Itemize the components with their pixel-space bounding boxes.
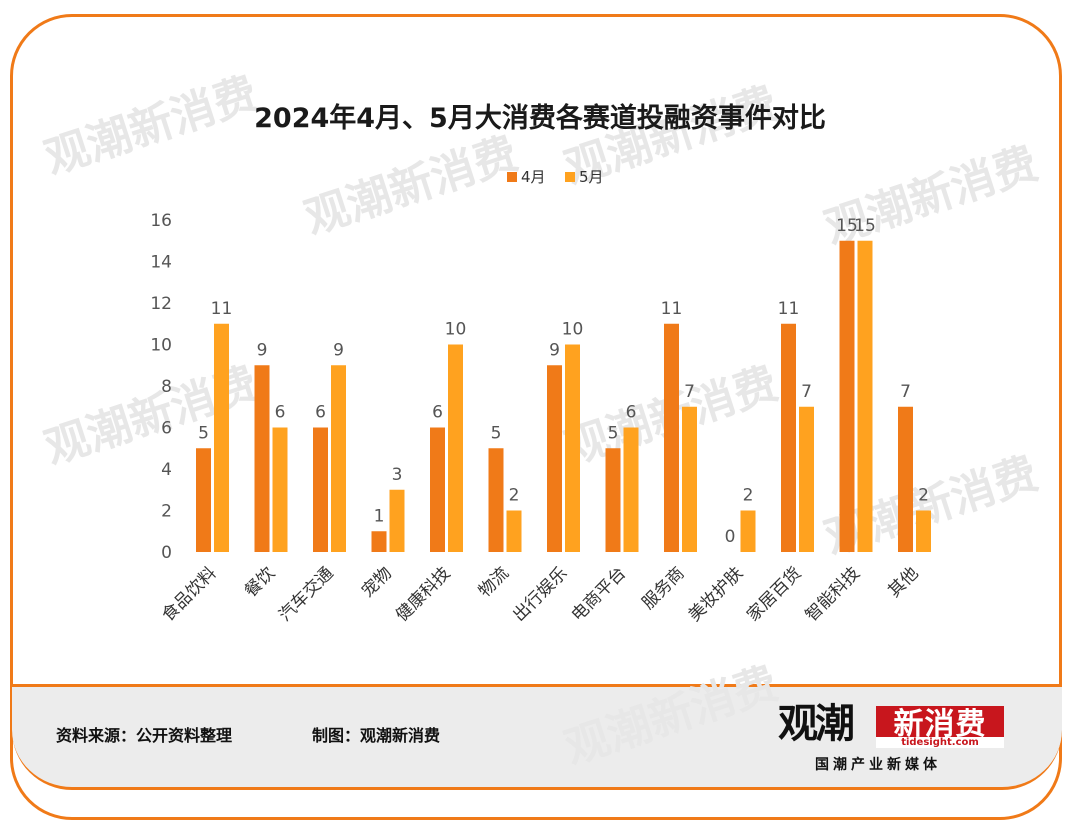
credit-note: 制图：观潮新消费 [312,726,441,745]
bar [839,240,855,552]
x-tick-label: 食品饮料 [158,563,220,625]
x-tick-label: 健康科技 [392,563,454,625]
bar [898,406,913,552]
logo-name-left: 观潮 [778,701,855,747]
data-label: 6 [275,403,286,423]
data-label: 3 [392,465,403,485]
bar [272,427,288,552]
data-label: 10 [445,320,467,340]
bar [799,406,814,552]
data-label: 6 [626,403,637,423]
y-tick-label: 14 [150,253,172,273]
bar [313,427,328,552]
data-label: 15 [854,216,876,236]
x-tick-label: 宠物 [358,563,396,601]
bar [664,323,679,552]
data-label: 2 [509,486,520,506]
y-tick-label: 16 [150,211,172,231]
data-label: 7 [801,382,812,402]
bar [448,344,463,552]
data-label: 6 [432,403,443,423]
data-label: 2 [743,486,754,506]
y-tick-label: 12 [150,294,172,314]
data-label: 11 [661,299,683,319]
data-label: 15 [836,216,858,236]
x-tick-label: 汽车交通 [275,563,337,625]
data-label: 5 [608,423,619,443]
x-tick-label: 美妆护肤 [685,563,747,625]
chart-title: 2024年4月、5月大消费各赛道投融资事件对比 [254,103,826,134]
logo-url: tidesight.com [876,737,1004,748]
legend-label: 4月 [521,168,546,186]
data-label: 9 [333,340,344,360]
bar [547,365,562,552]
x-tick-label: 出行娱乐 [509,563,571,625]
data-label: 11 [211,299,233,319]
bar-chart: 0 2 4 6 8 10 12 14 16 4月 5月 5 11 食品饮料 9 6 餐饮 6 9 汽车交通 1 3 宠物 6 1… [150,168,931,626]
x-tick-label: 物流 [475,563,513,601]
y-tick-label: 8 [161,377,172,397]
bar [331,365,346,552]
y-tick-label: 0 [161,543,172,563]
y-tick-label: 10 [150,336,172,356]
y-tick-label: 4 [161,460,172,480]
bar [916,510,931,552]
bar [488,448,504,552]
bar [623,427,639,552]
bar [371,531,387,552]
legend-label: 5月 [579,168,604,186]
x-tick-label: 电商平台 [568,563,630,625]
bar [214,323,229,552]
x-tick-label: 家居百货 [743,563,805,625]
data-label: 2 [918,486,929,506]
data-label: 9 [257,340,268,360]
x-tick-label: 智能科技 [802,563,864,625]
y-tick-label: 2 [161,502,172,522]
bar [430,427,445,552]
x-tick-label: 餐饮 [241,563,279,601]
legend-swatch [565,172,575,182]
brand-logo: 观潮 新消费 tidesight.com 国潮产业新媒体 [778,702,1004,774]
data-label: 10 [562,320,584,340]
data-label: 7 [900,382,911,402]
x-tick-label: 其他 [884,563,922,601]
data-label: 0 [725,527,736,547]
data-label: 5 [491,423,502,443]
data-label: 7 [684,382,695,402]
data-label: 5 [198,423,209,443]
bar [605,448,621,552]
legend-swatch [507,172,517,182]
bar [781,323,796,552]
source-note: 资料来源：公开资料整理 [56,726,233,745]
bar [254,365,270,552]
bar [857,240,873,552]
bar [565,344,580,552]
data-label: 11 [778,299,800,319]
outer-frame [10,14,1062,820]
data-label: 6 [315,403,326,423]
bar [682,406,697,552]
logo-tagline: 国潮产业新媒体 [815,757,941,773]
bar [389,489,405,552]
bar [506,510,522,552]
data-label: 9 [549,340,560,360]
x-tick-label: 服务商 [638,563,688,613]
y-tick-label: 6 [161,419,172,439]
data-label: 1 [374,506,385,526]
bar [196,448,211,552]
bar [740,510,756,552]
